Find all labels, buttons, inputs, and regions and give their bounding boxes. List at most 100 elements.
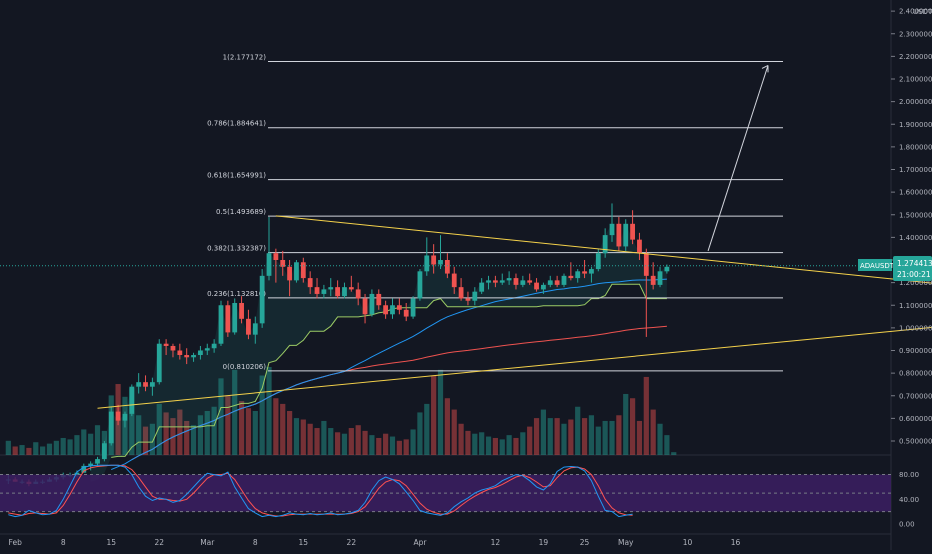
volume-bar bbox=[437, 369, 444, 455]
stoch-k-line bbox=[8, 464, 633, 518]
volume-bar bbox=[533, 418, 540, 455]
time-tick-label: 19 bbox=[539, 538, 549, 547]
volume-bar bbox=[588, 415, 595, 455]
ma-50-line bbox=[111, 278, 667, 471]
candle-body bbox=[156, 343, 162, 383]
volume-bar bbox=[341, 433, 348, 455]
candle-body bbox=[328, 287, 334, 290]
trend-drawings bbox=[0, 64, 932, 409]
candle-body bbox=[479, 282, 485, 292]
fib-level-label: 0.786(1.884641) bbox=[207, 120, 266, 128]
volume-bar bbox=[424, 403, 430, 455]
candle-body bbox=[499, 280, 505, 283]
candle-body bbox=[616, 223, 622, 247]
candle-body bbox=[582, 271, 587, 274]
price-tick-label: 2.300000 bbox=[899, 30, 932, 38]
price-tick-label: 1.000000 bbox=[899, 324, 932, 332]
volume-bar bbox=[362, 430, 368, 455]
candle-body bbox=[403, 309, 409, 317]
candle-body bbox=[376, 293, 382, 306]
time-tick-label: 8 bbox=[61, 538, 66, 547]
volume-bar bbox=[444, 398, 450, 455]
volume-bar bbox=[5, 440, 11, 455]
candle-body bbox=[218, 305, 224, 344]
volume-bar bbox=[149, 423, 155, 455]
candle-body bbox=[273, 253, 279, 260]
volume-bar bbox=[94, 425, 101, 455]
candle-body bbox=[362, 298, 368, 315]
price-tick-label: 1.900000 bbox=[899, 121, 932, 129]
time-axis[interactable]: 25Feb81522Mar81522Apr121925May1016 bbox=[0, 538, 741, 547]
candle-body bbox=[554, 280, 560, 285]
candle-body bbox=[74, 472, 80, 475]
price-tick-label: 1.500000 bbox=[899, 211, 932, 219]
candle-body bbox=[266, 253, 272, 276]
time-tick-label: 15 bbox=[299, 538, 309, 547]
candle-body bbox=[650, 275, 656, 285]
volume-bar bbox=[664, 435, 670, 455]
candle-body bbox=[486, 280, 491, 283]
fib-level-label: 1(2.177172) bbox=[223, 54, 267, 62]
volume-bar bbox=[204, 411, 210, 455]
stoch-tick-label: 40.00 bbox=[899, 496, 919, 504]
volume-bar bbox=[136, 415, 142, 455]
baseline-line bbox=[111, 283, 667, 458]
volume-bar bbox=[465, 430, 471, 455]
candle-body bbox=[170, 345, 176, 351]
volume-bar bbox=[451, 409, 457, 455]
volume-bar bbox=[81, 429, 87, 455]
volume-bar bbox=[33, 442, 39, 455]
price-badge-bg bbox=[893, 256, 932, 281]
volume-bar bbox=[657, 423, 663, 455]
candle-body bbox=[239, 302, 244, 319]
projection-arrow bbox=[707, 65, 769, 252]
volume-bar bbox=[142, 426, 149, 455]
volume-bar bbox=[177, 409, 183, 455]
candle-body bbox=[355, 289, 361, 299]
volume-bar bbox=[629, 398, 636, 455]
time-tick-label: Apr bbox=[413, 538, 427, 547]
volume-bar bbox=[431, 375, 437, 455]
candles bbox=[5, 203, 670, 487]
volume-bar bbox=[197, 415, 204, 455]
candle-body bbox=[321, 289, 327, 294]
volume-bar bbox=[623, 393, 629, 455]
candle-body bbox=[177, 350, 183, 356]
time-tick-label: 22 bbox=[347, 538, 357, 547]
price-tick-label: 2.000000 bbox=[899, 98, 932, 106]
upper-trendline bbox=[275, 215, 932, 284]
volume-bar bbox=[156, 403, 162, 455]
candle-body bbox=[246, 318, 251, 335]
volume-bar bbox=[609, 420, 615, 455]
candle-body bbox=[589, 269, 594, 274]
candle-body bbox=[252, 323, 258, 335]
volume-bar bbox=[238, 401, 245, 455]
candle-body bbox=[396, 305, 402, 310]
candle-body bbox=[506, 278, 512, 281]
volume-bar bbox=[328, 428, 334, 455]
price-tick-label: 1.200000 bbox=[899, 279, 932, 287]
candle-body bbox=[438, 260, 443, 265]
fib-level-label: 0.5(1.493689) bbox=[216, 208, 266, 216]
price-tick-label: 1.700000 bbox=[899, 166, 932, 174]
price-tick-label: 1.100000 bbox=[899, 302, 932, 310]
time-tick-label: 22 bbox=[154, 538, 164, 547]
candle-body bbox=[390, 305, 395, 315]
volume-bar bbox=[245, 408, 252, 455]
volume-bar bbox=[19, 445, 25, 455]
volume-bar bbox=[403, 439, 409, 455]
candle-body bbox=[417, 271, 423, 299]
volume-bar bbox=[232, 369, 238, 455]
volume-bar bbox=[389, 436, 396, 455]
candle-body bbox=[108, 411, 114, 444]
candle-body bbox=[211, 343, 217, 349]
candle-body bbox=[287, 266, 292, 281]
candle-body bbox=[129, 386, 135, 414]
volume-bar bbox=[163, 412, 169, 455]
candle-body bbox=[314, 287, 320, 294]
volume-bar bbox=[383, 433, 389, 455]
volume-bar bbox=[479, 432, 485, 455]
volume-bar bbox=[417, 412, 423, 455]
